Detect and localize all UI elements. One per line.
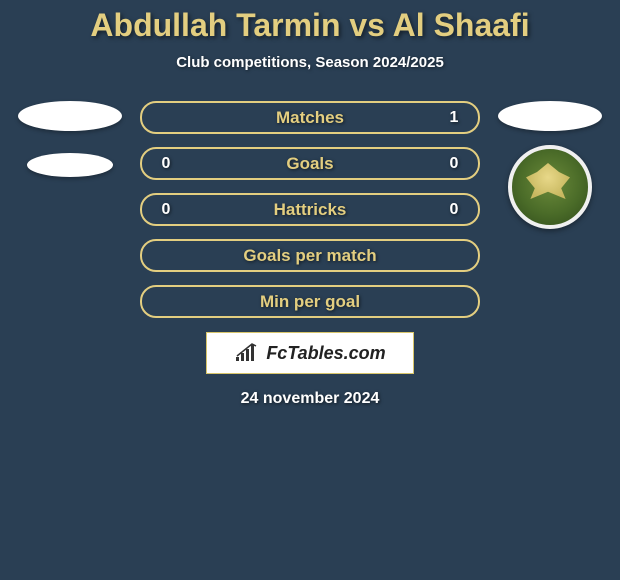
stat-label: Matches — [176, 108, 444, 128]
stat-row-matches: Matches 1 — [140, 101, 480, 134]
stat-row-goals: 0 Goals 0 — [140, 147, 480, 180]
main-row: Matches 1 0 Goals 0 0 Hattricks 0 Goals … — [0, 101, 620, 318]
stat-right-val: 0 — [444, 155, 464, 173]
stat-left-val: 0 — [156, 155, 176, 173]
stat-row-goals-per-match: Goals per match — [140, 239, 480, 272]
subtitle: Club competitions, Season 2024/2025 — [0, 54, 620, 71]
stat-row-min-per-goal: Min per goal — [140, 285, 480, 318]
comparison-card: Abdullah Tarmin vs Al Shaafi Club compet… — [0, 0, 620, 413]
team-badge-right — [508, 145, 592, 229]
bar-chart-icon — [234, 343, 262, 363]
date-label: 24 november 2024 — [0, 390, 620, 408]
watermark-label: FcTables.com — [266, 343, 385, 364]
stat-right-val: 0 — [444, 201, 464, 219]
player-avatar-left — [18, 101, 122, 131]
stat-row-hattricks: 0 Hattricks 0 — [140, 193, 480, 226]
stat-label: Goals per match — [176, 246, 444, 266]
stat-right-val: 1 — [444, 109, 464, 127]
team-shape-left — [27, 153, 113, 177]
page-title: Abdullah Tarmin vs Al Shaafi — [0, 7, 620, 44]
left-entity-col — [10, 101, 130, 177]
player-avatar-right — [498, 101, 602, 131]
stat-label: Goals — [176, 154, 444, 174]
stat-label: Hattricks — [176, 200, 444, 220]
watermark[interactable]: FcTables.com — [206, 332, 414, 374]
stat-label: Min per goal — [176, 292, 444, 312]
stats-column: Matches 1 0 Goals 0 0 Hattricks 0 Goals … — [140, 101, 480, 318]
right-entity-col — [490, 101, 610, 229]
stat-left-val: 0 — [156, 201, 176, 219]
